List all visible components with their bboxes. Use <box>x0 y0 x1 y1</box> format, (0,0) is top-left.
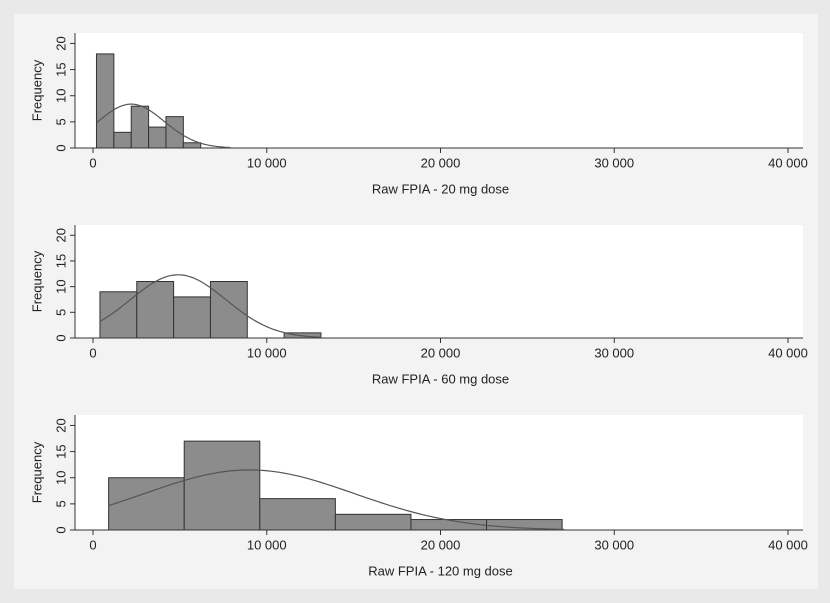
x-tick-label: 20 000 <box>421 537 461 552</box>
y-tick-label: 0 <box>53 144 68 151</box>
bar <box>165 116 184 149</box>
x-tick-label: 20 000 <box>421 155 461 170</box>
x-tick-label: 0 <box>89 537 96 552</box>
y-tick-label: 20 <box>53 228 68 242</box>
plot-area <box>75 33 803 148</box>
y-tick-label: 5 <box>53 500 68 507</box>
y-tick-label: 5 <box>53 309 68 316</box>
bar <box>410 519 488 531</box>
x-tick-label: 40 000 <box>768 155 808 170</box>
y-tick-label: 15 <box>53 254 68 268</box>
bar <box>259 498 336 531</box>
bar <box>113 131 132 149</box>
bar <box>95 53 115 149</box>
x-tick-label: 10 000 <box>247 155 287 170</box>
y-tick-label: 15 <box>53 62 68 76</box>
y-tick-label: 10 <box>53 470 68 484</box>
x-tick-label: 30 000 <box>594 155 634 170</box>
x-tick-label: 30 000 <box>594 345 634 360</box>
x-tick-label: 30 000 <box>594 537 634 552</box>
y-tick-label: 0 <box>53 526 68 533</box>
x-axis-label: Raw FPIA - 60 mg dose <box>372 371 509 386</box>
y-axis-label: Frequency <box>29 441 44 503</box>
bar <box>183 440 261 531</box>
bar <box>108 477 185 531</box>
bar <box>334 513 412 531</box>
x-tick-label: 20 000 <box>421 345 461 360</box>
y-axis-label: Frequency <box>29 250 44 312</box>
y-tick-label: 0 <box>53 334 68 341</box>
bar <box>209 281 248 339</box>
normal-curve <box>108 469 565 530</box>
y-axis-label: Frequency <box>29 59 44 121</box>
normal-curve <box>99 274 322 338</box>
bar <box>148 126 167 149</box>
y-tick-label: 10 <box>53 88 68 102</box>
x-tick-label: 40 000 <box>768 537 808 552</box>
y-tick-label: 10 <box>53 279 68 293</box>
bar <box>130 105 150 149</box>
bar <box>182 142 202 149</box>
y-tick-label: 5 <box>53 118 68 125</box>
x-axis-label: Raw FPIA - 120 mg dose <box>368 563 513 578</box>
x-tick-label: 40 000 <box>768 345 808 360</box>
x-tick-label: 0 <box>89 155 96 170</box>
x-tick-label: 10 000 <box>247 537 287 552</box>
bar <box>136 281 175 339</box>
bar <box>173 296 211 339</box>
y-tick-label: 20 <box>53 418 68 432</box>
y-tick-label: 15 <box>53 444 68 458</box>
x-axis-label: Raw FPIA - 20 mg dose <box>372 181 509 196</box>
y-tick-label: 20 <box>53 36 68 50</box>
x-tick-label: 0 <box>89 345 96 360</box>
x-tick-label: 10 000 <box>247 345 287 360</box>
normal-curve <box>96 103 231 149</box>
